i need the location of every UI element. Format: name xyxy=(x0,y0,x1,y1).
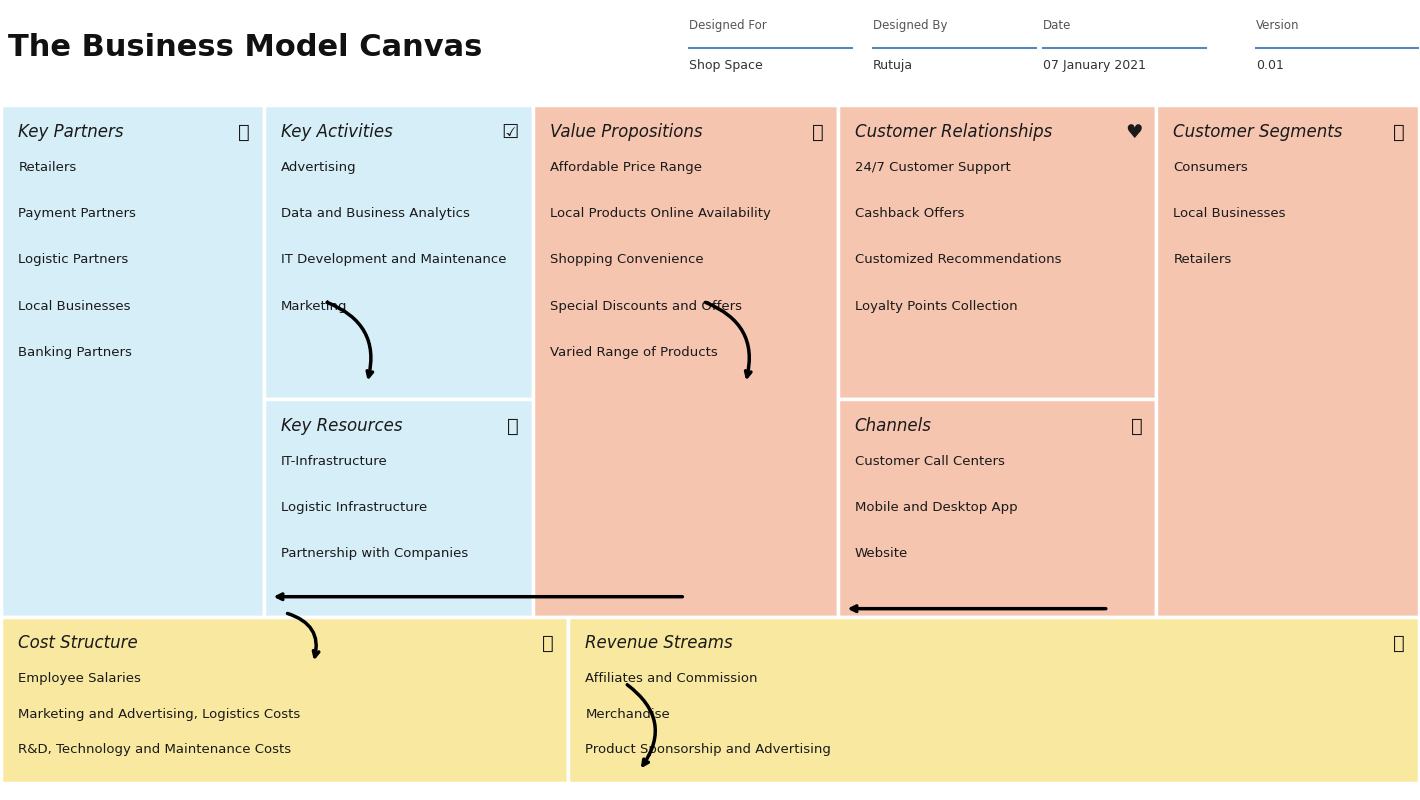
FancyBboxPatch shape xyxy=(264,399,532,617)
FancyBboxPatch shape xyxy=(838,399,1156,617)
Text: Date: Date xyxy=(1044,19,1072,32)
Text: 0.01: 0.01 xyxy=(1255,58,1284,72)
Text: Shop Space: Shop Space xyxy=(689,58,763,72)
Text: Customer Relationships: Customer Relationships xyxy=(855,122,1052,141)
Text: Logistic Infrastructure: Logistic Infrastructure xyxy=(281,502,427,514)
Text: IT Development and Maintenance: IT Development and Maintenance xyxy=(281,254,506,266)
Text: R&D, Technology and Maintenance Costs: R&D, Technology and Maintenance Costs xyxy=(18,743,291,756)
Text: ♥: ♥ xyxy=(1125,122,1142,142)
Text: Version: Version xyxy=(1255,19,1299,32)
Text: 👥: 👥 xyxy=(1393,122,1404,142)
Text: IT-Infrastructure: IT-Infrastructure xyxy=(281,455,388,468)
Text: Customized Recommendations: Customized Recommendations xyxy=(855,254,1061,266)
Text: Affiliates and Commission: Affiliates and Commission xyxy=(585,673,758,686)
Text: Cost Structure: Cost Structure xyxy=(18,634,138,652)
Text: 24/7 Customer Support: 24/7 Customer Support xyxy=(855,161,1010,174)
Text: Varied Range of Products: Varied Range of Products xyxy=(550,346,717,358)
FancyBboxPatch shape xyxy=(1156,105,1419,617)
Text: Affordable Price Range: Affordable Price Range xyxy=(550,161,701,174)
Text: Designed By: Designed By xyxy=(873,19,947,32)
Text: 🔗: 🔗 xyxy=(237,122,250,142)
Text: Shopping Convenience: Shopping Convenience xyxy=(550,254,703,266)
Text: Advertising: Advertising xyxy=(281,161,356,174)
Text: Mobile and Desktop App: Mobile and Desktop App xyxy=(855,502,1017,514)
Text: Logistic Partners: Logistic Partners xyxy=(18,254,129,266)
Text: Cashback Offers: Cashback Offers xyxy=(855,207,964,220)
Text: Loyalty Points Collection: Loyalty Points Collection xyxy=(855,299,1017,313)
Text: Designed For: Designed For xyxy=(689,19,767,32)
Text: Website: Website xyxy=(855,547,907,561)
Text: Employee Salaries: Employee Salaries xyxy=(18,673,141,686)
Text: 🎁: 🎁 xyxy=(812,122,824,142)
Text: 🏷: 🏷 xyxy=(542,634,554,653)
Text: Revenue Streams: Revenue Streams xyxy=(585,634,733,652)
Text: Local Products Online Availability: Local Products Online Availability xyxy=(550,207,771,220)
Text: Local Businesses: Local Businesses xyxy=(1173,207,1287,220)
Text: Key Resources: Key Resources xyxy=(281,417,402,434)
Text: Merchandise: Merchandise xyxy=(585,708,670,721)
Text: Marketing: Marketing xyxy=(281,299,346,313)
Text: Channels: Channels xyxy=(855,417,932,434)
Text: Customer Segments: Customer Segments xyxy=(1173,122,1343,141)
Text: ☑: ☑ xyxy=(501,122,518,142)
Text: Customer Call Centers: Customer Call Centers xyxy=(855,455,1004,468)
Text: Retailers: Retailers xyxy=(1173,254,1231,266)
Text: Data and Business Analytics: Data and Business Analytics xyxy=(281,207,470,220)
FancyBboxPatch shape xyxy=(1,105,264,617)
FancyBboxPatch shape xyxy=(1,617,568,782)
FancyBboxPatch shape xyxy=(568,617,1419,782)
FancyBboxPatch shape xyxy=(264,105,532,399)
Text: Product Sponsorship and Advertising: Product Sponsorship and Advertising xyxy=(585,743,831,756)
Text: Local Businesses: Local Businesses xyxy=(18,299,131,313)
FancyBboxPatch shape xyxy=(838,105,1156,399)
Text: 07 January 2021: 07 January 2021 xyxy=(1044,58,1146,72)
Text: Key Partners: Key Partners xyxy=(18,122,124,141)
Text: 🚚: 🚚 xyxy=(1130,417,1142,436)
Text: Partnership with Companies: Partnership with Companies xyxy=(281,547,467,561)
Text: Marketing and Advertising, Logistics Costs: Marketing and Advertising, Logistics Cos… xyxy=(18,708,301,721)
Text: 🏭: 🏭 xyxy=(507,417,518,436)
Text: Rutuja: Rutuja xyxy=(873,58,913,72)
Text: The Business Model Canvas: The Business Model Canvas xyxy=(9,34,483,62)
Text: Payment Partners: Payment Partners xyxy=(18,207,136,220)
Text: Value Propositions: Value Propositions xyxy=(550,122,703,141)
Text: Special Discounts and Offers: Special Discounts and Offers xyxy=(550,299,741,313)
Text: Banking Partners: Banking Partners xyxy=(18,346,132,358)
Text: Key Activities: Key Activities xyxy=(281,122,392,141)
Text: Retailers: Retailers xyxy=(18,161,77,174)
Text: Consumers: Consumers xyxy=(1173,161,1248,174)
FancyBboxPatch shape xyxy=(532,105,838,617)
Text: 💰: 💰 xyxy=(1393,634,1404,653)
